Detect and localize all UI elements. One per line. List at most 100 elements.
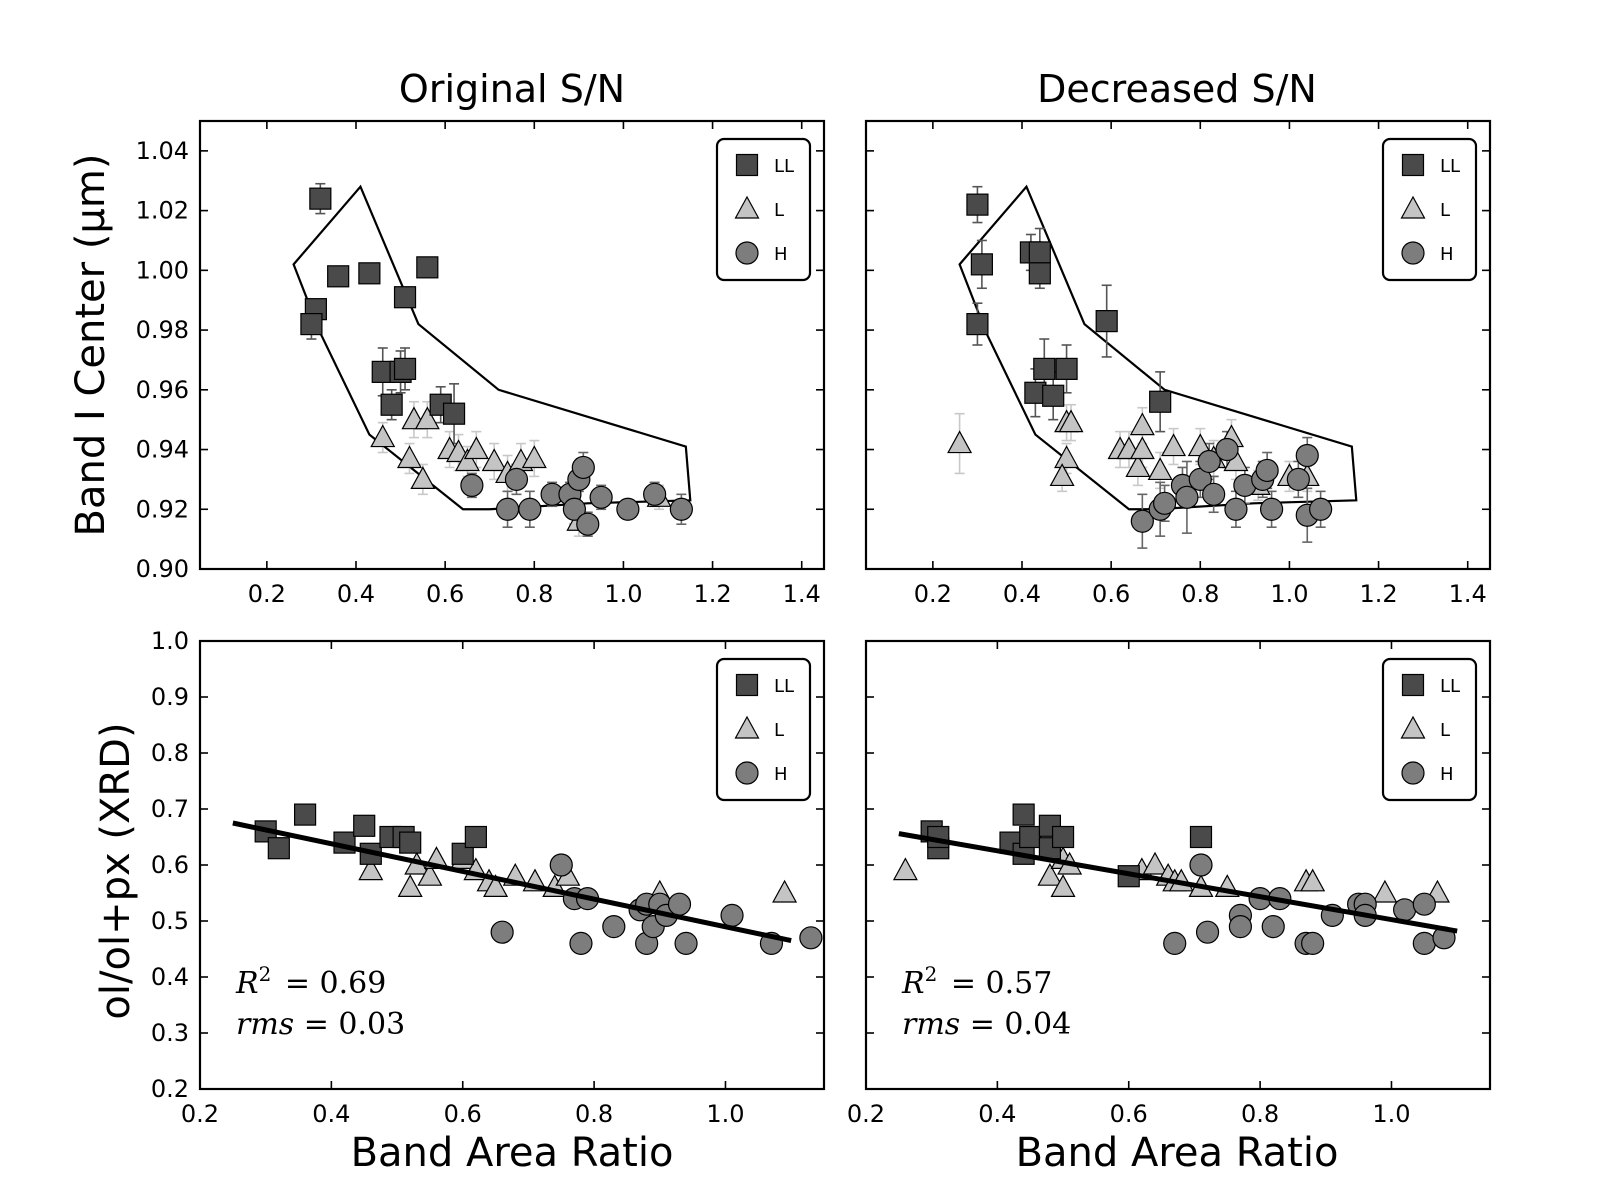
data-point-ll <box>393 357 417 380</box>
legend-marker-l <box>1400 715 1426 739</box>
data-point-ll <box>1028 241 1051 264</box>
data-point-l <box>1147 457 1173 481</box>
data-point-ll <box>1055 357 1078 380</box>
legend-label-ll: LL <box>1440 676 1460 697</box>
legend-marker-ll <box>1401 153 1425 177</box>
data-point-h <box>720 903 744 928</box>
legend-marker-h <box>1401 241 1425 265</box>
data-point-ll <box>1019 825 1042 849</box>
data-point-ll <box>267 837 290 860</box>
data-point-h <box>1255 458 1279 483</box>
data-point-l <box>1142 851 1168 875</box>
legend-box <box>1381 657 1478 802</box>
y-tick-label: 0.9 <box>151 683 189 711</box>
legend-label-l: L <box>1440 720 1450 741</box>
legend-marker-h <box>735 241 759 265</box>
x-tick-label: 0.2 <box>181 1100 219 1128</box>
x-tick-label: 0.2 <box>914 580 952 608</box>
x-tick-label: 0.8 <box>575 1100 613 1128</box>
data-point-ll <box>1095 310 1118 333</box>
data-point-l <box>1161 433 1187 457</box>
data-point-ll <box>353 814 376 837</box>
data-point-h <box>616 497 640 521</box>
x-tick-label: 0.4 <box>312 1100 350 1128</box>
data-point-h <box>602 914 626 939</box>
data-point-l <box>454 448 480 472</box>
data-point-h <box>1286 467 1310 491</box>
data-point-ll <box>966 312 989 336</box>
legend-label-l: L <box>1440 200 1450 221</box>
x-tick-label: 0.4 <box>978 1100 1016 1128</box>
legend-box <box>1381 137 1478 282</box>
y-tick-label: 0.98 <box>136 316 189 344</box>
data-point-h <box>504 467 529 491</box>
legend-label-l: L <box>774 200 784 221</box>
legend-box <box>715 657 812 802</box>
data-point-h <box>1175 485 1199 509</box>
legend-marker-ll <box>1401 673 1425 697</box>
legend-label-ll: LL <box>774 156 794 177</box>
y-tick-label: 0.92 <box>136 495 189 523</box>
data-point-l <box>358 857 384 881</box>
x-tick-label: 1.4 <box>1449 580 1487 608</box>
data-point-h <box>1153 491 1177 515</box>
x-tick-label: 0.2 <box>847 1100 885 1128</box>
data-point-h <box>589 485 613 509</box>
data-point-l <box>397 874 423 898</box>
data-point-h <box>1130 509 1154 533</box>
data-point-h <box>549 853 573 877</box>
y-tick-label: 0.7 <box>151 795 189 823</box>
data-point-ll <box>380 393 403 416</box>
legend-label-h: H <box>1440 244 1454 265</box>
panel-original-band-center: 0.2 0.4 0.6 0.8 1.0 1.2 1.4 0.90 0.92 0.94 0.96 0.9… <box>136 119 826 608</box>
data-point-h <box>1412 931 1436 956</box>
data-point-h <box>1195 920 1220 944</box>
data-point-ll <box>464 825 487 849</box>
plot-area <box>892 803 1458 956</box>
data-point-ll <box>1051 825 1075 849</box>
legend-label-l: L <box>774 720 784 741</box>
x-tick-label: 0.6 <box>1110 1100 1148 1128</box>
x-tick-label: 1.0 <box>706 1100 744 1128</box>
title-decreased-sn: Decreased S/N <box>1037 67 1317 111</box>
data-point-l <box>417 862 443 886</box>
x-tick-label: 0.4 <box>1003 580 1041 608</box>
data-point-h <box>562 497 587 521</box>
legend-marker-h <box>1401 761 1425 785</box>
panel-original-olivine: 0.2 0.4 0.6 0.8 1.0 0.2 0.3 0.4 0.5 0.6 0.7 0.8 0.9 1… <box>151 627 826 1128</box>
data-point-ll <box>1028 262 1051 285</box>
data-point-h <box>1163 931 1187 956</box>
data-point-h <box>1228 914 1253 939</box>
legend-marker-l <box>1400 195 1426 219</box>
rms-annotation: rms = 0.03 <box>236 1007 405 1042</box>
data-point-l <box>370 424 396 448</box>
data-point-h <box>1261 914 1285 939</box>
xlabel-br: Band Area Ratio <box>1016 1130 1339 1176</box>
data-point-h <box>495 497 520 521</box>
x-tick-label: 1.0 <box>1372 1100 1410 1128</box>
axes-frame <box>198 119 826 571</box>
data-point-h <box>576 512 600 536</box>
fit-line <box>232 820 792 944</box>
y-tick-label: 0.2 <box>151 1075 189 1103</box>
data-point-l <box>1050 874 1076 898</box>
data-point-ll <box>970 253 993 276</box>
region-polygon <box>958 184 1358 511</box>
legend-marker-ll <box>735 153 759 177</box>
data-point-h <box>669 497 693 521</box>
legend-label-h: H <box>774 244 788 265</box>
y-tick-label: 0.4 <box>151 963 189 991</box>
r-squared-annotation: R2 = 0.57 <box>901 962 1052 1001</box>
data-point-h <box>674 931 698 956</box>
data-point-ll <box>1033 357 1056 380</box>
r-squared-annotation: R2 = 0.69 <box>235 962 386 1001</box>
y-tick-label: 0.94 <box>136 436 189 464</box>
data-point-ll <box>399 831 422 854</box>
data-point-h <box>1393 898 1417 922</box>
data-point-ll <box>293 803 317 826</box>
